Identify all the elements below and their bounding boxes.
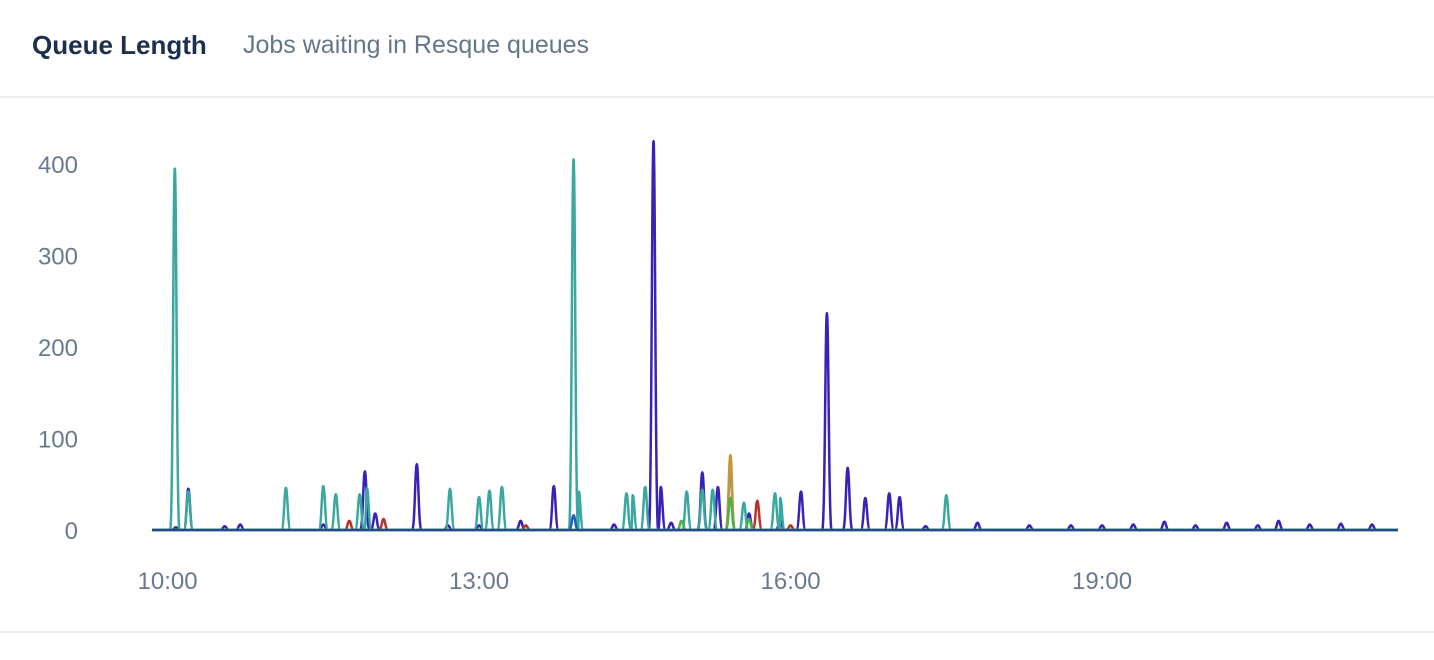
queue-length-chart: 0 100 200 300 400 10:00 13:00 16:00 19:00: [38, 139, 1398, 595]
x-tick-label: 19:00: [1072, 568, 1132, 595]
y-tick-label: 0: [65, 518, 78, 545]
y-tick-label: 300: [38, 244, 78, 271]
series-line-4: [152, 496, 1398, 532]
chart-title: Queue Length: [32, 30, 207, 60]
chart-area: 0 100 200 300 400 10:00 13:00 16:00 19:00: [0, 100, 1434, 631]
y-axis-ticks: 0 100 200 300 400: [38, 152, 78, 545]
chart-subtitle: Jobs waiting in Resque queues: [243, 31, 590, 59]
series-layer: [152, 139, 1398, 532]
series-line-1: [152, 158, 1398, 532]
x-tick-label: 16:00: [761, 568, 821, 595]
series-line-5: [152, 514, 1398, 532]
y-tick-label: 100: [38, 427, 78, 454]
x-tick-label: 10:00: [138, 568, 198, 595]
x-tick-label: 13:00: [449, 568, 509, 595]
x-axis-ticks: 10:00 13:00 16:00 19:00: [138, 568, 1133, 595]
series-line-0: [152, 139, 1398, 532]
chart-header: Queue Length Jobs waiting in Resque queu…: [0, 0, 1434, 98]
y-tick-label: 200: [38, 335, 78, 362]
y-tick-label: 400: [38, 152, 78, 179]
footer-divider: [0, 631, 1434, 633]
